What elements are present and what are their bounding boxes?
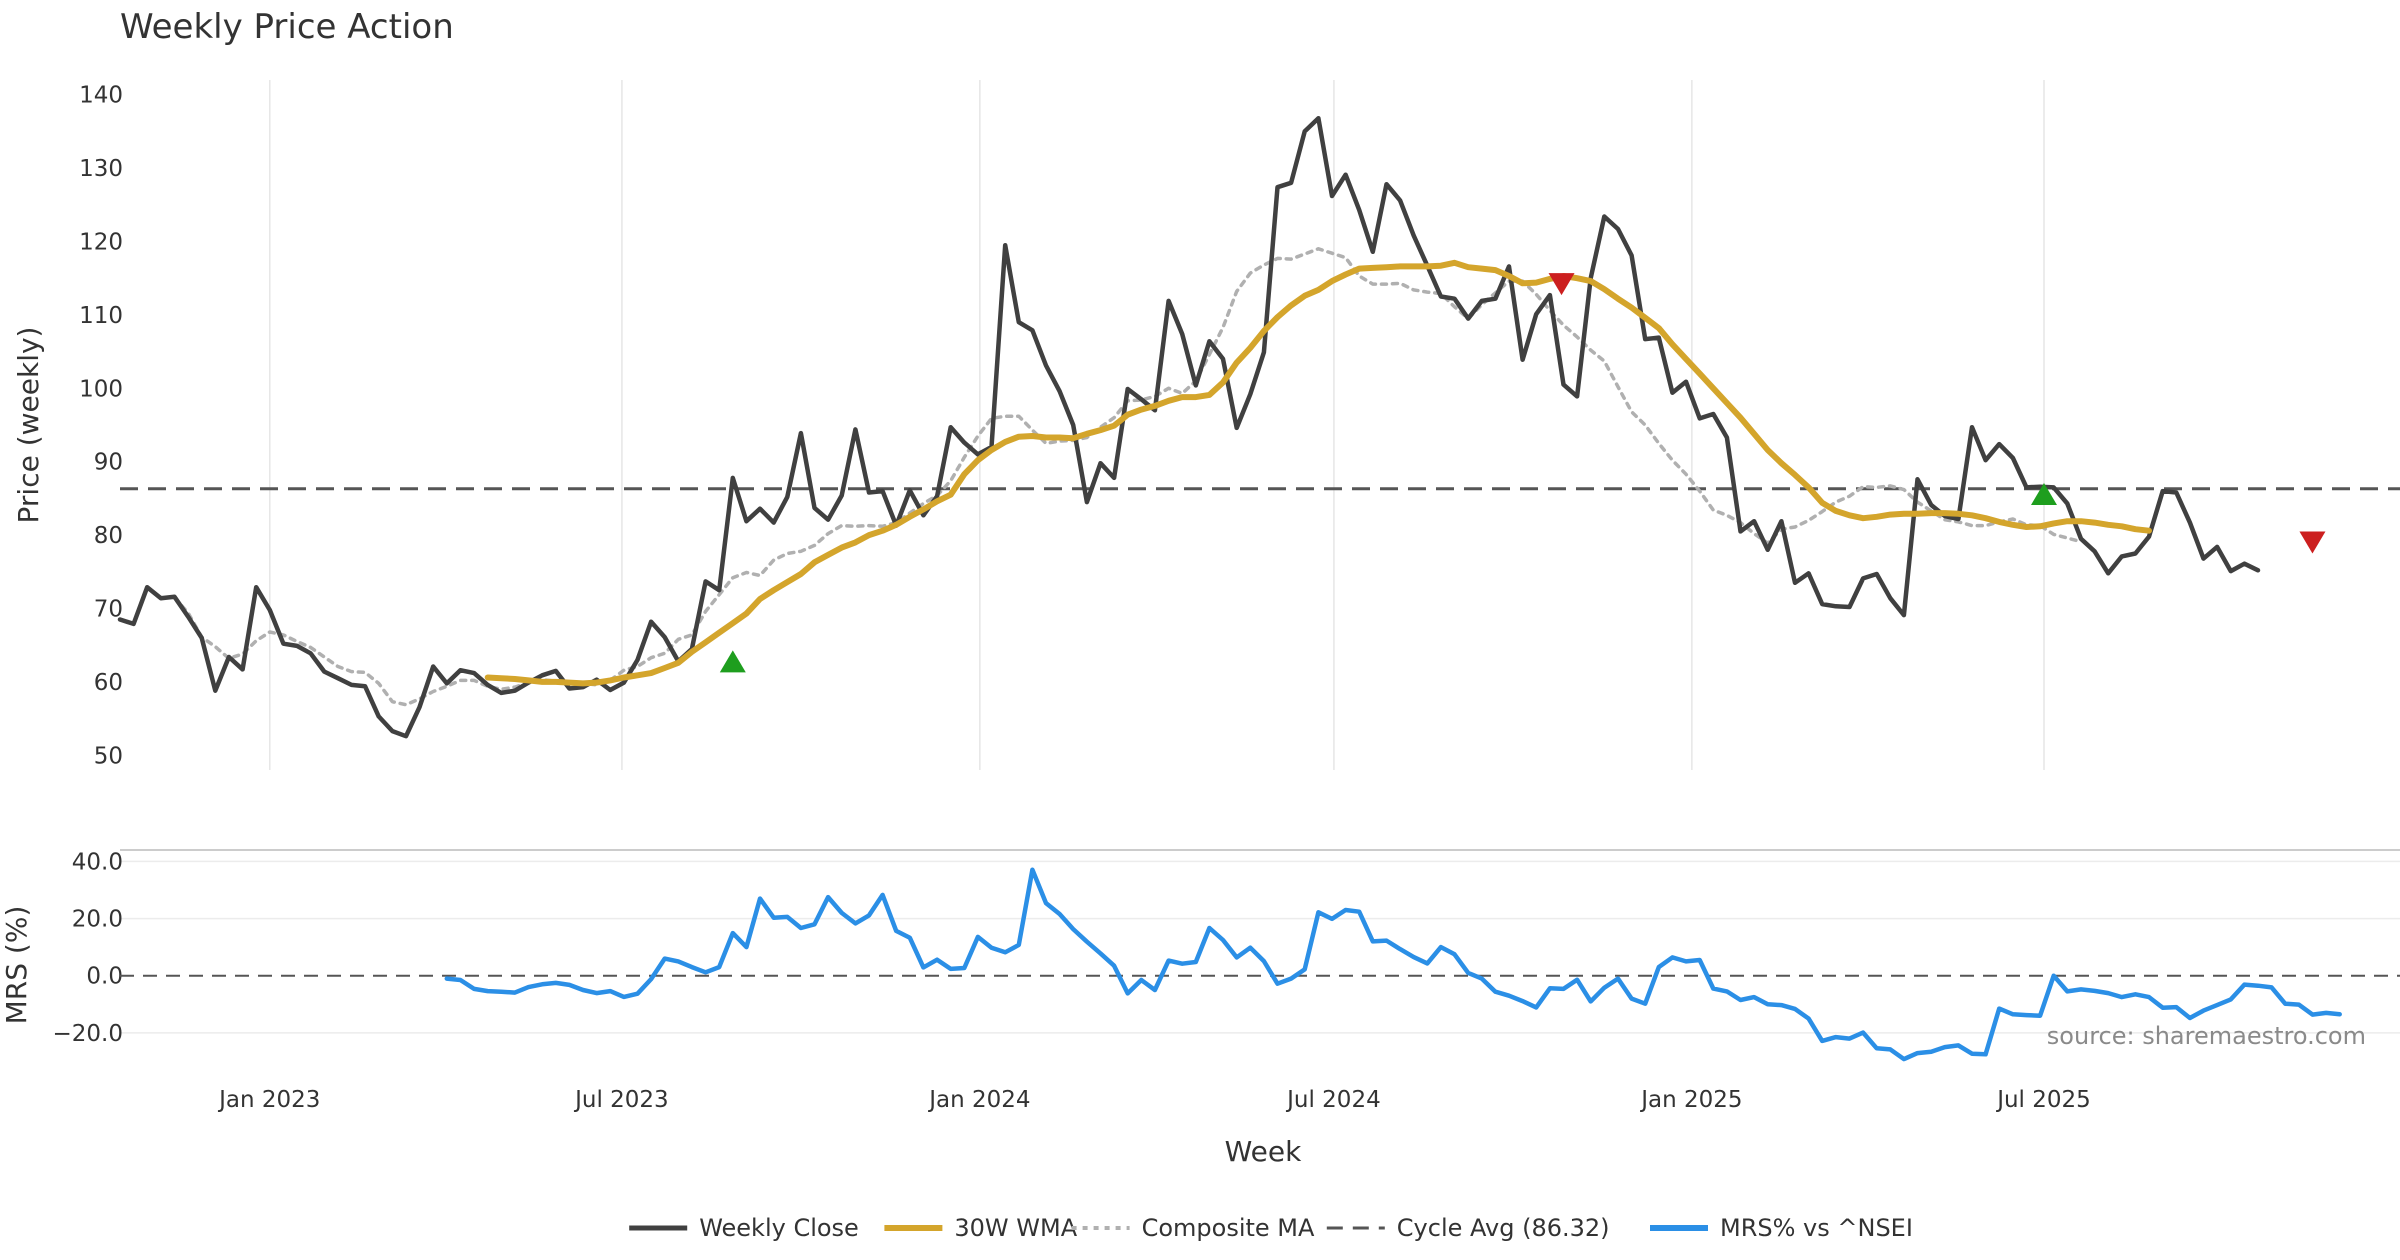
price-y-ticks: 50 60 70 80 90 100 110 120 130 140 xyxy=(79,83,123,770)
price-y-tick-label: 100 xyxy=(79,376,123,402)
price-y-tick-label: 90 xyxy=(94,450,123,476)
price-signals xyxy=(719,273,2326,673)
price-y-axis-label: Price (weekly) xyxy=(12,327,45,524)
legend-label: 30W WMA xyxy=(954,1214,1077,1242)
source-note: source: sharemaestro.com xyxy=(2047,1022,2366,1050)
price-y-tick-label: 120 xyxy=(79,229,123,255)
price-y-tick-label: 110 xyxy=(79,303,123,329)
price-y-tick-label: 70 xyxy=(94,597,123,623)
legend: Weekly Close 30W WMA Composite MA Cycle Avg… xyxy=(629,1214,1913,1242)
mrs-series xyxy=(444,867,2342,1062)
price-y-tick-label: 60 xyxy=(94,670,123,696)
mrs-line xyxy=(444,867,2342,1062)
x-tick-label: Jan 2025 xyxy=(1639,1087,1742,1113)
price-y-tick-label: 50 xyxy=(94,743,123,769)
chart-title: Weekly Price Action xyxy=(120,7,454,47)
sell-signal-marker xyxy=(2299,531,2326,554)
x-ticks: Jan 2023 Jul 2023 Jan 2024 Jul 2024 Jan 2025… xyxy=(217,1087,2091,1113)
x-tick-label: Jan 2023 xyxy=(217,1087,320,1113)
legend-label: Composite MA xyxy=(1142,1214,1315,1242)
wma-30w-line xyxy=(484,259,2152,687)
x-axis-label: Week xyxy=(1225,1135,1302,1168)
mrs-y-ticks: 40.0 20.0 0.0 −20.0 xyxy=(53,849,123,1046)
sell-signal-marker xyxy=(1548,273,1575,296)
mrs-y-tick-label: 0.0 xyxy=(86,964,123,990)
weekly-close-line xyxy=(117,115,2261,739)
price-y-tick-label: 80 xyxy=(94,523,123,549)
mrs-gridlines xyxy=(120,860,2400,1034)
legend-label: MRS% vs ^NSEI xyxy=(1720,1214,1913,1242)
price-gridlines xyxy=(269,80,2045,770)
mrs-y-axis-label: MRS (%) xyxy=(0,906,33,1025)
buy-signal-marker xyxy=(2030,483,2057,505)
legend-label: Weekly Close xyxy=(699,1214,859,1242)
x-tick-label: Jan 2024 xyxy=(927,1087,1030,1113)
mrs-y-tick-label: 40.0 xyxy=(72,849,123,875)
x-tick-label: Jul 2025 xyxy=(1995,1087,2091,1113)
x-tick-label: Jul 2023 xyxy=(573,1087,669,1113)
mrs-y-tick-label: −20.0 xyxy=(53,1021,123,1047)
legend-label: Cycle Avg (86.32) xyxy=(1397,1214,1610,1242)
x-tick-label: Jul 2024 xyxy=(1285,1087,1381,1113)
buy-signal-marker xyxy=(719,650,746,673)
price-y-tick-label: 130 xyxy=(79,156,123,182)
price-series xyxy=(117,115,2261,739)
mrs-y-tick-label: 20.0 xyxy=(72,907,123,933)
price-y-tick-label: 140 xyxy=(79,83,123,109)
